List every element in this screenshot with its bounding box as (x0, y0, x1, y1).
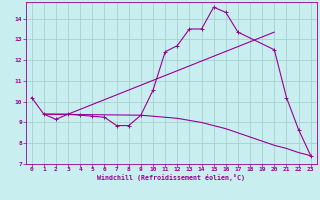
X-axis label: Windchill (Refroidissement éolien,°C): Windchill (Refroidissement éolien,°C) (97, 174, 245, 181)
